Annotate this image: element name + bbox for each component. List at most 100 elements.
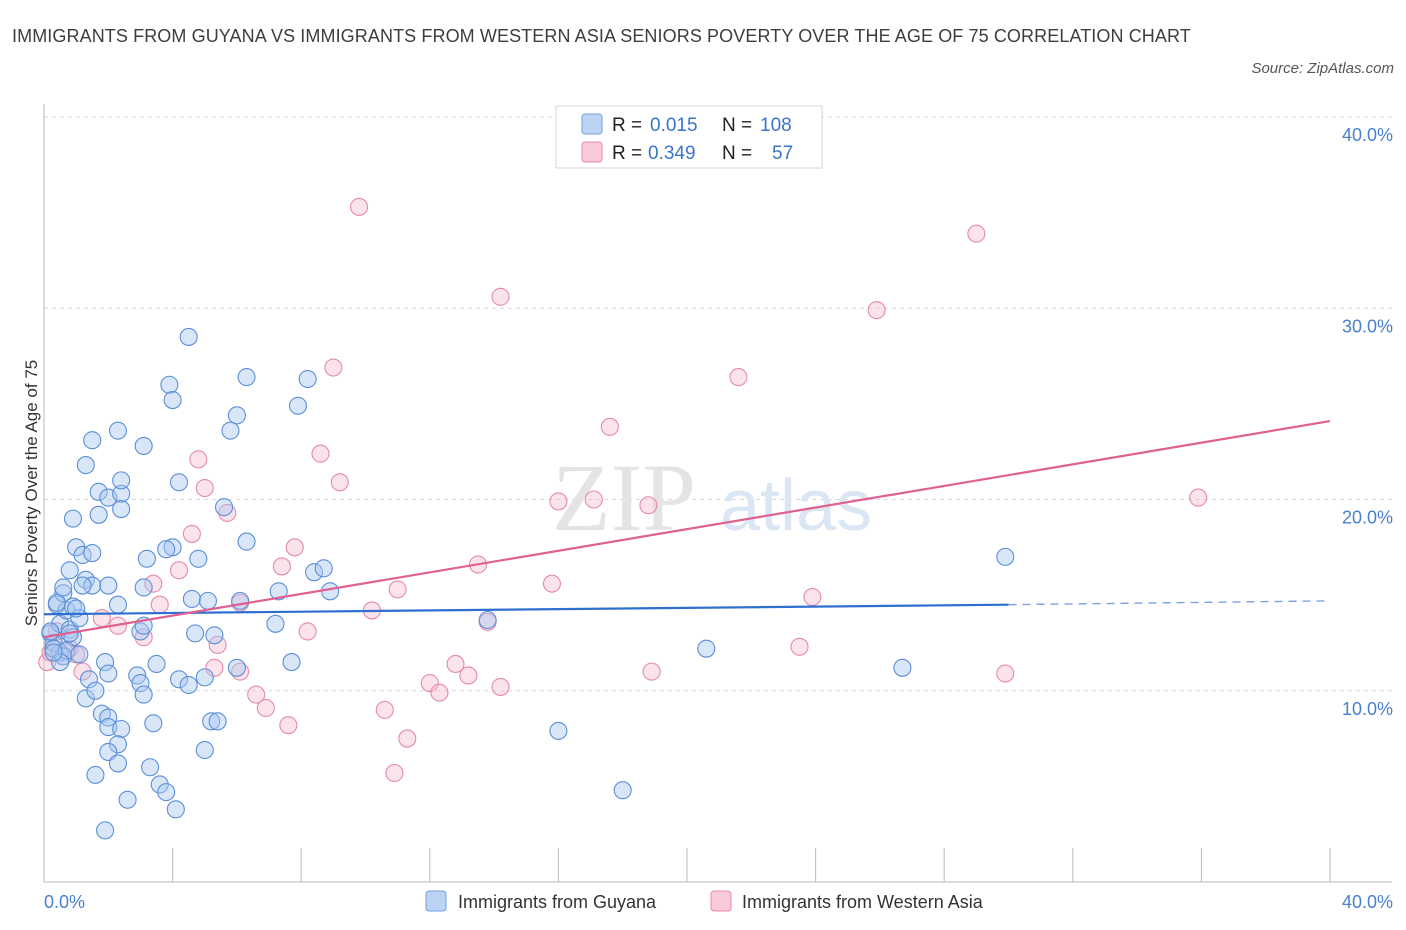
guyana-point [83, 431, 102, 450]
guyana-point [131, 622, 150, 641]
guyana-point [67, 599, 86, 618]
western-asia-point [584, 490, 603, 509]
western-asia-point [298, 622, 317, 641]
guyana-point [73, 576, 92, 595]
guyana-point [208, 712, 227, 731]
guyana-point [44, 643, 63, 662]
stats-legend: R = 0.015 N = 108 R = 0.349 N = 57 [555, 105, 823, 169]
legend-r-western-asia: 0.349 [648, 143, 696, 164]
western-asia-point [92, 609, 111, 628]
western-asia-point [420, 674, 439, 693]
legend-label-guyana: Immigrants from Guyana [458, 892, 657, 912]
guyana-point [478, 610, 497, 630]
western-asia-point [150, 595, 169, 614]
western-asia-point [189, 450, 208, 469]
y-tick-label: 40.0% [1342, 125, 1393, 145]
guyana-point [134, 436, 153, 456]
guyana-point [195, 740, 214, 760]
western-asia-point [542, 574, 562, 593]
guyana-point [112, 484, 131, 503]
guyana-point [179, 675, 198, 695]
guyana-point [305, 563, 324, 582]
guyana-point [63, 597, 82, 616]
guyana-point [321, 582, 340, 601]
guyana-point [83, 543, 102, 563]
series-guyana-points [41, 327, 1015, 840]
legend-swatch-western-asia [581, 141, 603, 163]
guyana-trend-line [43, 603, 1009, 616]
guyana-point [144, 714, 163, 733]
guyana-point [169, 670, 189, 689]
western-asia-point [549, 492, 568, 511]
western-asia-point [385, 763, 404, 783]
guyana-point [89, 482, 108, 501]
guyana-point [67, 538, 86, 557]
guyana-point [60, 561, 79, 580]
guyana-point [237, 368, 256, 387]
legend-swatch-guyana [581, 113, 603, 135]
guyana-point [70, 645, 89, 664]
guyana-point [131, 674, 150, 693]
guyana-point [54, 647, 73, 666]
western-asia-point [324, 358, 343, 377]
western-asia-point [446, 654, 465, 674]
x-tick-label-min: 0.0% [44, 892, 85, 912]
trend-lines [43, 420, 1331, 639]
western-asia-point [600, 417, 619, 436]
guyana-point [189, 549, 208, 568]
guyana-point [99, 664, 118, 683]
source-label: Source: ZipAtlas.com [1251, 60, 1394, 77]
western-asia-point [967, 224, 986, 243]
guyana-point [288, 396, 308, 415]
western-asia-point [256, 698, 275, 718]
western-asia-point [375, 700, 394, 719]
legend-n-label: N = [722, 115, 752, 136]
western-asia-point [195, 478, 214, 498]
guyana-point [63, 509, 82, 528]
western-asia-point [169, 561, 189, 580]
legend-n-label: N = [722, 143, 752, 164]
guyana-point [79, 670, 99, 689]
guyana-point [86, 681, 105, 700]
guyana-point [54, 578, 73, 597]
western-asia-point [272, 557, 291, 576]
guyana-point [195, 668, 214, 687]
guyana-point [160, 375, 179, 394]
legend-r-guyana: 0.015 [650, 115, 698, 136]
western-asia-point [867, 301, 886, 320]
guyana-point [118, 790, 137, 809]
western-asia-point [208, 635, 227, 654]
western-asia-point [1189, 488, 1208, 507]
y-tick-label: 20.0% [1342, 508, 1393, 528]
western-asia-point [350, 197, 369, 216]
watermark-zip: ZIP [552, 444, 696, 551]
guyana-point [134, 685, 153, 704]
legend-n-guyana: 108 [760, 115, 792, 136]
guyana-point [86, 765, 105, 784]
western-asia-point [247, 685, 266, 704]
guyana-point [237, 532, 256, 551]
guyana-point [96, 821, 115, 840]
guyana-point [549, 721, 568, 740]
y-tick-label: 30.0% [1342, 316, 1393, 336]
watermark: ZIP atlas [552, 444, 872, 551]
guyana-point [269, 582, 288, 601]
western-asia-point [311, 444, 330, 463]
guyana-point [186, 624, 205, 643]
guyana-point [76, 689, 95, 708]
western-asia-point [218, 503, 237, 522]
legend-r-label: R = [612, 115, 642, 136]
guyana-point [214, 498, 234, 517]
guyana-point [282, 653, 301, 672]
guyana-point [141, 758, 160, 777]
guyana-point [227, 406, 246, 425]
western-asia-point [642, 662, 661, 681]
western-asia-point [790, 637, 809, 656]
guyana-point [205, 626, 224, 645]
western-asia-point [279, 716, 298, 735]
guyana-point [697, 639, 716, 658]
guyana-point [179, 327, 198, 346]
series-western-asia-points [38, 197, 1208, 783]
guyana-point [96, 653, 115, 672]
